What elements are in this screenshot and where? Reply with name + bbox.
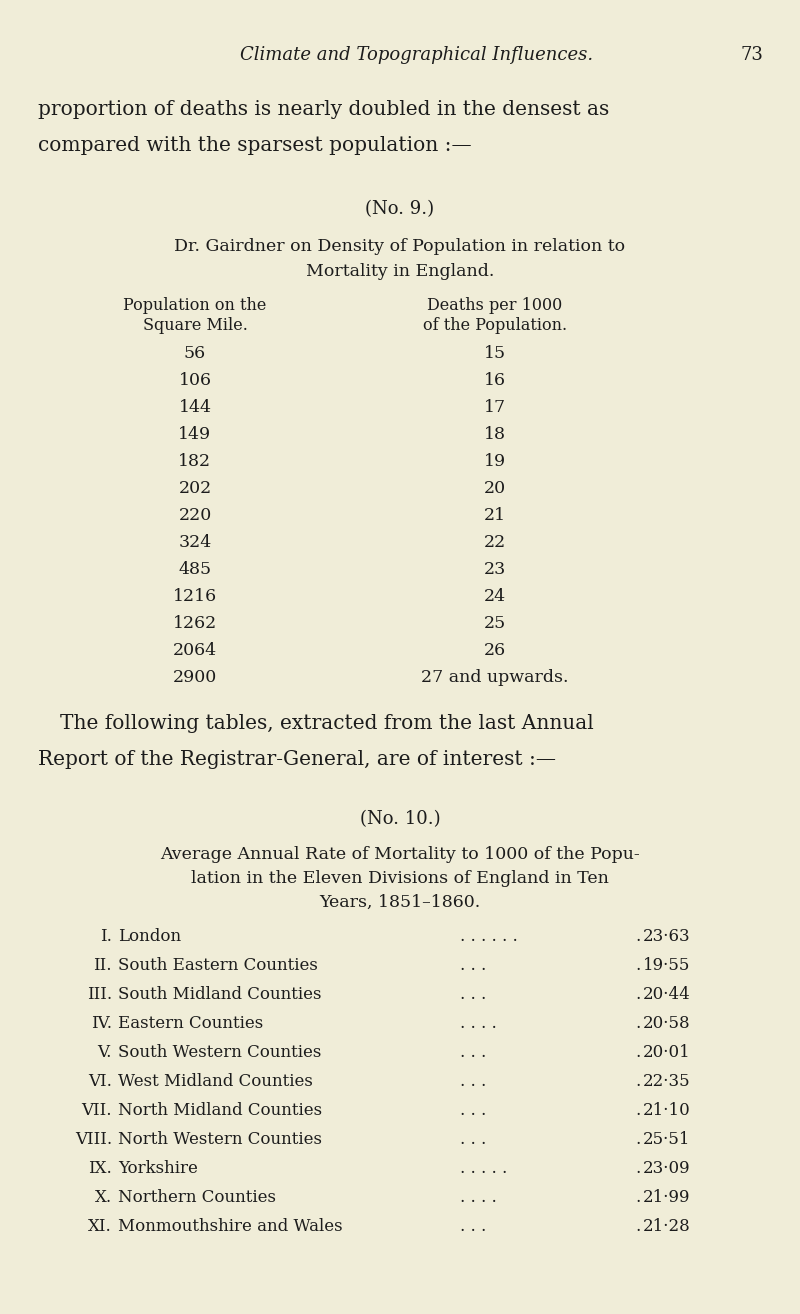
- Text: 17: 17: [484, 399, 506, 417]
- Text: proportion of deaths is nearly doubled in the densest as: proportion of deaths is nearly doubled i…: [38, 100, 610, 120]
- Text: .: .: [635, 1074, 640, 1091]
- Text: .: .: [635, 928, 640, 945]
- Text: The following tables, extracted from the last Annual: The following tables, extracted from the…: [60, 714, 594, 733]
- Text: Dr. Gairdner on Density of Population in relation to: Dr. Gairdner on Density of Population in…: [174, 238, 626, 255]
- Text: Northern Counties: Northern Counties: [118, 1189, 276, 1206]
- Text: (No. 9.): (No. 9.): [366, 200, 434, 218]
- Text: Average Annual Rate of Mortality to 1000 of the Popu-: Average Annual Rate of Mortality to 1000…: [160, 846, 640, 863]
- Text: of the Population.: of the Population.: [423, 317, 567, 334]
- Text: 202: 202: [178, 480, 212, 497]
- Text: 56: 56: [184, 346, 206, 361]
- Text: 324: 324: [178, 533, 212, 551]
- Text: North Western Counties: North Western Counties: [118, 1131, 322, 1148]
- Text: 144: 144: [178, 399, 211, 417]
- Text: Population on the: Population on the: [123, 297, 266, 314]
- Text: South Eastern Counties: South Eastern Counties: [118, 957, 318, 974]
- Text: . . . . . .: . . . . . .: [460, 928, 518, 945]
- Text: 182: 182: [178, 453, 211, 470]
- Text: 18: 18: [484, 426, 506, 443]
- Text: . . .: . . .: [460, 1218, 486, 1235]
- Text: .: .: [635, 957, 640, 974]
- Text: Climate and Topographical Influences.: Climate and Topographical Influences.: [240, 46, 593, 64]
- Text: .: .: [635, 1014, 640, 1031]
- Text: Mortality in England.: Mortality in England.: [306, 263, 494, 280]
- Text: II.: II.: [94, 957, 112, 974]
- Text: 21·99: 21·99: [643, 1189, 690, 1206]
- Text: .: .: [635, 1131, 640, 1148]
- Text: . . . .: . . . .: [460, 1014, 497, 1031]
- Text: London: London: [118, 928, 181, 945]
- Text: .: .: [635, 1189, 640, 1206]
- Text: 1262: 1262: [173, 615, 217, 632]
- Text: . . .: . . .: [460, 1045, 486, 1060]
- Text: 23·63: 23·63: [643, 928, 690, 945]
- Text: 25: 25: [484, 615, 506, 632]
- Text: V.: V.: [98, 1045, 112, 1060]
- Text: IV.: IV.: [91, 1014, 112, 1031]
- Text: 25·51: 25·51: [643, 1131, 690, 1148]
- Text: 15: 15: [484, 346, 506, 361]
- Text: . . .: . . .: [460, 1131, 486, 1148]
- Text: 21·28: 21·28: [643, 1218, 690, 1235]
- Text: 23: 23: [484, 561, 506, 578]
- Text: 2900: 2900: [173, 669, 217, 686]
- Text: 149: 149: [178, 426, 211, 443]
- Text: Monmouthshire and Wales: Monmouthshire and Wales: [118, 1218, 342, 1235]
- Text: I.: I.: [100, 928, 112, 945]
- Text: South Western Counties: South Western Counties: [118, 1045, 322, 1060]
- Text: . . . . .: . . . . .: [460, 1160, 507, 1177]
- Text: 26: 26: [484, 643, 506, 660]
- Text: 20·44: 20·44: [643, 986, 690, 1003]
- Text: 2064: 2064: [173, 643, 217, 660]
- Text: 21: 21: [484, 507, 506, 524]
- Text: .: .: [635, 1045, 640, 1060]
- Text: IX.: IX.: [88, 1160, 112, 1177]
- Text: .: .: [635, 1218, 640, 1235]
- Text: .: .: [635, 1160, 640, 1177]
- Text: 22: 22: [484, 533, 506, 551]
- Text: (No. 10.): (No. 10.): [360, 809, 440, 828]
- Text: .: .: [635, 986, 640, 1003]
- Text: III.: III.: [87, 986, 112, 1003]
- Text: Eastern Counties: Eastern Counties: [118, 1014, 263, 1031]
- Text: Report of the Registrar-General, are of interest :—: Report of the Registrar-General, are of …: [38, 750, 556, 769]
- Text: 20: 20: [484, 480, 506, 497]
- Text: X.: X.: [95, 1189, 112, 1206]
- Text: 73: 73: [740, 46, 763, 64]
- Text: 19: 19: [484, 453, 506, 470]
- Text: . . .: . . .: [460, 986, 486, 1003]
- Text: 23·09: 23·09: [643, 1160, 690, 1177]
- Text: VII.: VII.: [82, 1102, 112, 1120]
- Text: Square Mile.: Square Mile.: [142, 317, 247, 334]
- Text: Yorkshire: Yorkshire: [118, 1160, 198, 1177]
- Text: 27 and upwards.: 27 and upwards.: [422, 669, 569, 686]
- Text: compared with the sparsest population :—: compared with the sparsest population :—: [38, 137, 472, 155]
- Text: Years, 1851–1860.: Years, 1851–1860.: [319, 894, 481, 911]
- Text: 485: 485: [178, 561, 211, 578]
- Text: .: .: [635, 1102, 640, 1120]
- Text: . . .: . . .: [460, 1074, 486, 1091]
- Text: South Midland Counties: South Midland Counties: [118, 986, 322, 1003]
- Text: 22·35: 22·35: [643, 1074, 690, 1091]
- Text: VIII.: VIII.: [75, 1131, 112, 1148]
- Text: Deaths per 1000: Deaths per 1000: [427, 297, 562, 314]
- Text: 220: 220: [178, 507, 212, 524]
- Text: . . .: . . .: [460, 1102, 486, 1120]
- Text: 21·10: 21·10: [643, 1102, 690, 1120]
- Text: XI.: XI.: [88, 1218, 112, 1235]
- Text: 1216: 1216: [173, 587, 217, 604]
- Text: North Midland Counties: North Midland Counties: [118, 1102, 322, 1120]
- Text: . . . .: . . . .: [460, 1189, 497, 1206]
- Text: VI.: VI.: [88, 1074, 112, 1091]
- Text: lation in the Eleven Divisions of England in Ten: lation in the Eleven Divisions of Englan…: [191, 870, 609, 887]
- Text: 16: 16: [484, 372, 506, 389]
- Text: 24: 24: [484, 587, 506, 604]
- Text: . . .: . . .: [460, 957, 486, 974]
- Text: 19·55: 19·55: [643, 957, 690, 974]
- Text: West Midland Counties: West Midland Counties: [118, 1074, 313, 1091]
- Text: 106: 106: [178, 372, 211, 389]
- Text: 20·58: 20·58: [643, 1014, 690, 1031]
- Text: 20·01: 20·01: [643, 1045, 690, 1060]
